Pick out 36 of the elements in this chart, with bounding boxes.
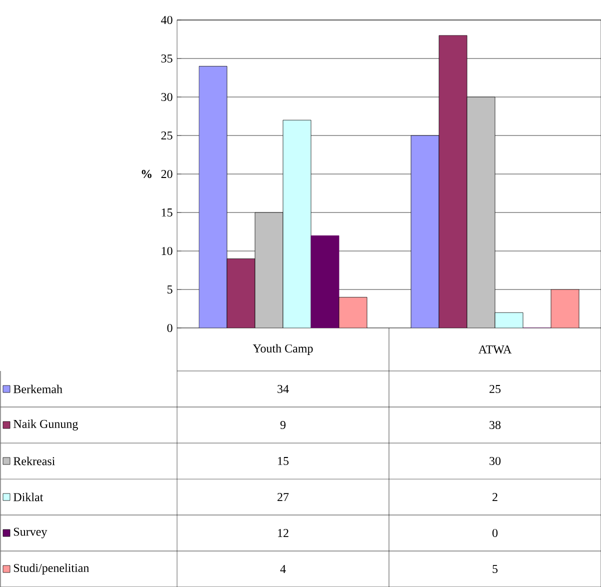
data-label: 9: [280, 420, 286, 430]
y-tick-label: 25: [161, 131, 172, 140]
data-label: 38: [490, 420, 501, 430]
data-label: 25: [490, 384, 501, 394]
data-label: 27: [278, 493, 289, 501]
bar: [466, 96, 496, 328]
y-tick-label: 20: [161, 170, 172, 178]
legend-label: Rekreasi: [14, 456, 55, 466]
bar: [550, 289, 580, 328]
data-label: 4: [280, 565, 286, 573]
y-tick-label: 35: [161, 54, 172, 63]
legend-label: Studi/penelitian: [14, 564, 90, 574]
legend-label: Survey: [14, 528, 48, 538]
bar: [438, 35, 468, 328]
data-label: 0: [492, 528, 498, 538]
legend-label: Naik Gunung: [14, 420, 78, 430]
y-tick-label: 10: [162, 246, 172, 256]
bar: [254, 212, 284, 328]
y-tick-label: 15: [162, 208, 172, 217]
x-tick-label: Youth Camp: [252, 344, 313, 355]
y-tick-label: 30: [161, 92, 172, 102]
y-tick-label: 0: [167, 324, 172, 332]
bar: [226, 258, 256, 328]
legend-label: Diklat: [14, 492, 44, 502]
data-label: 12: [278, 529, 288, 537]
y-tick-label: 5: [167, 286, 172, 294]
data-label: 30: [490, 456, 501, 466]
data-label: 34: [278, 384, 289, 394]
legend-label: Berkemah: [14, 384, 62, 394]
data-label: 15: [278, 456, 289, 466]
bar: [338, 297, 368, 328]
y-axis-title: %: [142, 170, 152, 178]
data-label: 5: [492, 565, 498, 573]
y-tick-label: 40: [161, 16, 172, 24]
x-tick-label: ATWA: [478, 345, 512, 354]
data-label: 2: [492, 493, 498, 501]
